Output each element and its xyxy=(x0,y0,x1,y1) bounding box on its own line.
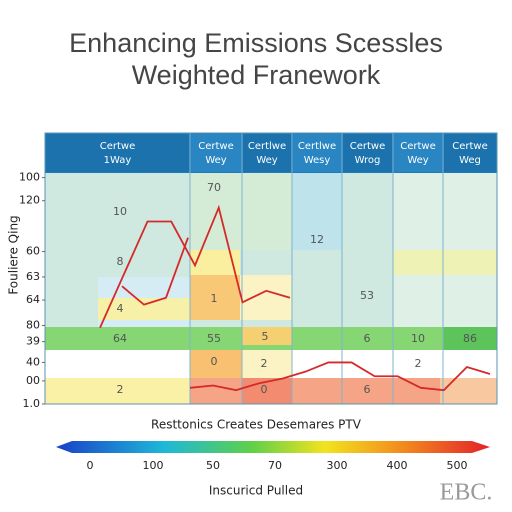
colorbar xyxy=(56,441,490,453)
cell xyxy=(190,350,242,378)
chart-title: Weighted Franework xyxy=(132,60,381,90)
header-cell xyxy=(444,134,496,172)
cell xyxy=(45,378,190,404)
chart-title: Enhancing Emissions Scessles xyxy=(69,28,443,58)
column-header: Wey xyxy=(256,155,277,166)
cell-label: 2 xyxy=(415,357,422,370)
cell-label: 10 xyxy=(113,205,127,218)
column-header: Wey xyxy=(407,155,428,166)
cell-label: 70 xyxy=(207,181,221,194)
colorbar-label: 300 xyxy=(327,459,348,472)
y-tick-label: 39 xyxy=(26,335,40,348)
column-header: Certwe xyxy=(198,141,234,152)
header-cell xyxy=(191,134,241,172)
header-cell xyxy=(343,134,392,172)
y-tick-label: 120 xyxy=(19,194,40,207)
cell-label: 8 xyxy=(117,255,124,268)
column-header: Certwe xyxy=(350,141,386,152)
column-header: Certwe xyxy=(400,141,436,152)
header-cell xyxy=(46,134,189,172)
cell xyxy=(393,250,497,275)
column-header: Wesy xyxy=(304,155,331,166)
column-header: Wrog xyxy=(355,155,381,166)
cell-label: 4 xyxy=(117,302,124,315)
y-tick-label: 64 xyxy=(26,293,40,306)
cell xyxy=(443,327,497,350)
plot-frame xyxy=(44,132,498,405)
y-tick-label: 60 xyxy=(26,245,40,258)
y-tick-label: 100 xyxy=(19,171,40,184)
column-header: Weg xyxy=(459,155,481,166)
cell-label: 2 xyxy=(117,383,124,396)
cell xyxy=(98,298,190,320)
column-header: Certlwe xyxy=(248,141,286,152)
cell-label: 12 xyxy=(310,233,324,246)
cell xyxy=(440,378,497,404)
cell-label: 64 xyxy=(113,332,127,345)
cell xyxy=(242,350,292,378)
colorbar-label: 70 xyxy=(268,459,282,472)
column-header: Certwe xyxy=(452,141,488,152)
line-series xyxy=(121,237,189,306)
cell-label: 10 xyxy=(411,332,425,345)
header-cell xyxy=(243,134,291,172)
cell xyxy=(240,275,292,320)
header-cell xyxy=(394,134,442,172)
line-series xyxy=(189,361,491,392)
column-header: Certwe xyxy=(100,141,136,152)
column-header: Certlwe xyxy=(298,141,336,152)
column-header: Wey xyxy=(205,155,226,166)
x-axis-label: Inscuricd Pulled xyxy=(209,484,303,498)
colorbar-label: 100 xyxy=(143,459,164,472)
y-tick-label: 00 xyxy=(26,374,40,387)
line-series xyxy=(99,204,291,329)
cell xyxy=(292,173,342,250)
header-cell xyxy=(293,134,341,172)
cell-label: 55 xyxy=(207,332,221,345)
colorbar-label: 0 xyxy=(87,459,94,472)
y-axis-label: Fouliere Qing xyxy=(7,215,21,294)
cell-label: 5 xyxy=(262,330,269,343)
colorbar-label: 400 xyxy=(387,459,408,472)
cell xyxy=(190,275,240,320)
cell-label: 6 xyxy=(364,383,371,396)
colorbar-label: 50 xyxy=(206,459,220,472)
y-tick-label: 40 xyxy=(26,355,40,368)
colorbar-label: 500 xyxy=(447,459,468,472)
cell-label: 86 xyxy=(463,332,477,345)
cell xyxy=(242,327,292,345)
cell-label: 6 xyxy=(364,332,371,345)
colorbar-title: Resttonics Creates Desemares PTV xyxy=(151,418,362,432)
cell-label: 2 xyxy=(261,357,268,370)
cell-label: 0 xyxy=(261,383,268,396)
cell-label: 1 xyxy=(211,292,218,305)
y-tick-label: 63 xyxy=(26,270,40,283)
cell-label: 0 xyxy=(211,355,218,368)
y-tick-label: 80 xyxy=(26,318,40,331)
column-header: 1Way xyxy=(104,155,132,166)
logo: EBC. xyxy=(440,480,493,506)
y-tick-label: 1.0 xyxy=(23,397,41,410)
cell-label: 53 xyxy=(360,289,374,302)
